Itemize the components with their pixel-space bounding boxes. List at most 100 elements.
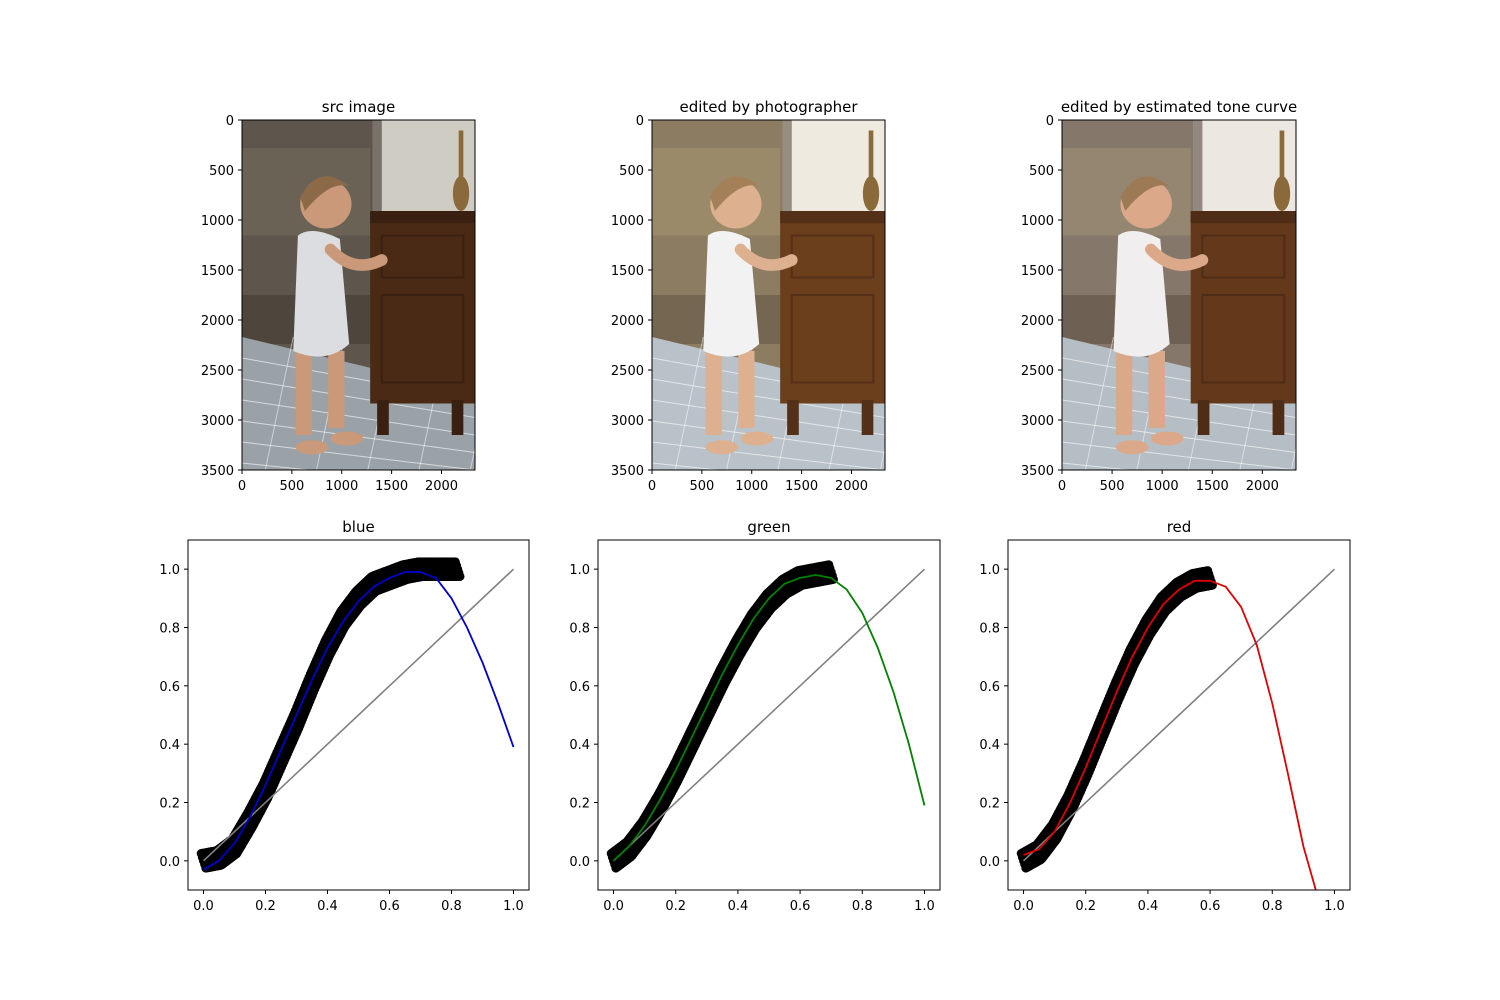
y-tick-label: 2500 <box>611 364 644 379</box>
panel-6: red 0.0 0.2 0.4 0.6 0.8 1.0 0.0 0.2 0.4 0.6 0.8 1.0 <box>979 518 1351 914</box>
x-tick-label: 1000 <box>735 479 768 494</box>
y-tick-label: 1500 <box>611 264 644 279</box>
x-tick-label: 0.6 <box>790 899 811 914</box>
x-tick-label: 1500 <box>1196 479 1229 494</box>
y-tick-label: 0.2 <box>159 797 180 812</box>
y-tick-label: 500 <box>619 164 644 179</box>
y-tick-label: 1000 <box>201 214 234 229</box>
y-tick-label: 3500 <box>1021 464 1054 479</box>
y-tick-label: 0.8 <box>979 622 1000 637</box>
x-tick-label: 1000 <box>325 479 358 494</box>
y-tick-label: 0 <box>636 114 644 129</box>
panel-4: blue 0.0 0.2 0.4 0.6 0.8 1.0 0.0 0.2 0.4 0.6 0.8 1.0 <box>159 518 530 914</box>
x-tick-label: 2000 <box>1246 479 1279 494</box>
y-tick-label: 0.0 <box>159 855 180 870</box>
x-tick-label: 0 <box>238 479 246 494</box>
x-tick-label: 0.0 <box>603 899 624 914</box>
axes-frame <box>597 539 941 891</box>
y-tick-label: 1500 <box>1021 264 1054 279</box>
x-tick-label: 0.8 <box>852 899 873 914</box>
x-tick-label: 500 <box>689 479 714 494</box>
axes-frame <box>241 119 476 471</box>
y-tick-label: 2000 <box>611 314 644 329</box>
panel-title: blue <box>342 518 374 536</box>
panel-title: edited by photographer <box>679 98 858 116</box>
x-tick-label: 0.2 <box>255 899 276 914</box>
y-tick-label: 3500 <box>611 464 644 479</box>
x-tick-label: 500 <box>279 479 304 494</box>
y-tick-label: 0.6 <box>159 680 180 695</box>
x-tick-label: 0.6 <box>379 899 400 914</box>
x-tick-label: 0.4 <box>317 899 338 914</box>
x-tick-label: 1500 <box>785 479 818 494</box>
panel-title: red <box>1167 518 1192 536</box>
axes-frame <box>1007 539 1351 891</box>
y-tick-label: 0.2 <box>979 797 1000 812</box>
panel-2: edited by photographer 0 500 1000 1500 2000 0 5… <box>611 98 886 494</box>
tone-curve-line <box>1023 579 1317 890</box>
y-tick-label: 3000 <box>201 414 234 429</box>
y-tick-label: 1000 <box>611 214 644 229</box>
tone-curve-line <box>203 571 515 871</box>
y-tick-label: 0.4 <box>159 738 180 753</box>
y-tick-label: 2500 <box>201 364 234 379</box>
x-tick-label: 1.0 <box>1324 899 1345 914</box>
plot-area <box>196 557 515 873</box>
y-tick-label: 500 <box>209 164 234 179</box>
y-tick-label: 1000 <box>1021 214 1054 229</box>
x-tick-label: 1.0 <box>503 899 524 914</box>
photo-image <box>1062 120 1296 470</box>
y-tick-label: 0.4 <box>569 738 590 753</box>
y-tick-label: 0 <box>226 114 234 129</box>
y-tick-label: 1.0 <box>159 563 180 578</box>
x-tick-label: 1000 <box>1146 479 1179 494</box>
panel-title: src image <box>322 98 395 116</box>
x-tick-label: 0.4 <box>1138 899 1159 914</box>
y-tick-label: 1.0 <box>979 563 1000 578</box>
x-tick-label: 0.4 <box>728 899 749 914</box>
x-tick-label: 0.0 <box>1013 899 1034 914</box>
y-tick-label: 0.8 <box>159 622 180 637</box>
x-tick-label: 0.6 <box>1200 899 1221 914</box>
x-tick-label: 2000 <box>835 479 868 494</box>
identity-line <box>612 568 926 862</box>
x-tick-label: 2000 <box>425 479 458 494</box>
x-tick-label: 0.8 <box>441 899 462 914</box>
y-tick-label: 3000 <box>1021 414 1054 429</box>
y-tick-label: 2000 <box>1021 314 1054 329</box>
photo-image <box>652 120 885 470</box>
y-tick-label: 0 <box>1046 114 1054 129</box>
x-tick-label: 0 <box>648 479 656 494</box>
panel-1: src image 0 500 1000 1500 2000 0 500 1000 1500 200… <box>201 98 476 494</box>
plot-area <box>606 560 926 873</box>
x-tick-label: 0.2 <box>1075 899 1096 914</box>
panels: src image 0 500 1000 1500 2000 0 500 1000 1500 200… <box>159 98 1351 914</box>
panel-3: edited by estimated tone curve 0 500 1000 15… <box>1021 98 1297 494</box>
y-tick-label: 0.6 <box>569 680 590 695</box>
panel-5: green 0.0 0.2 0.4 0.6 0.8 1.0 0.0 0.2 0.4 0.6 0.8 1.… <box>569 518 941 914</box>
tone-curve-line <box>612 574 926 862</box>
axes-frame <box>187 539 530 891</box>
y-tick-label: 0.0 <box>569 855 590 870</box>
y-tick-label: 2500 <box>1021 364 1054 379</box>
x-tick-label: 1500 <box>375 479 408 494</box>
x-tick-label: 1.0 <box>914 899 935 914</box>
y-tick-label: 3000 <box>611 414 644 429</box>
x-tick-label: 500 <box>1100 479 1125 494</box>
axes-frame <box>651 119 886 471</box>
y-tick-label: 2000 <box>201 314 234 329</box>
y-tick-label: 0.6 <box>979 680 1000 695</box>
y-tick-label: 0.4 <box>979 738 1000 753</box>
panel-title: edited by estimated tone curve <box>1061 98 1297 116</box>
y-tick-label: 3500 <box>201 464 234 479</box>
plot-area <box>1016 566 1336 890</box>
x-tick-label: 0.8 <box>1262 899 1283 914</box>
y-tick-label: 500 <box>1029 164 1054 179</box>
panel-title: green <box>747 518 790 536</box>
axes-frame <box>1061 119 1297 471</box>
y-tick-label: 1500 <box>201 264 234 279</box>
identity-line <box>1022 568 1336 862</box>
photo-image <box>242 120 475 470</box>
y-tick-label: 0.8 <box>569 622 590 637</box>
